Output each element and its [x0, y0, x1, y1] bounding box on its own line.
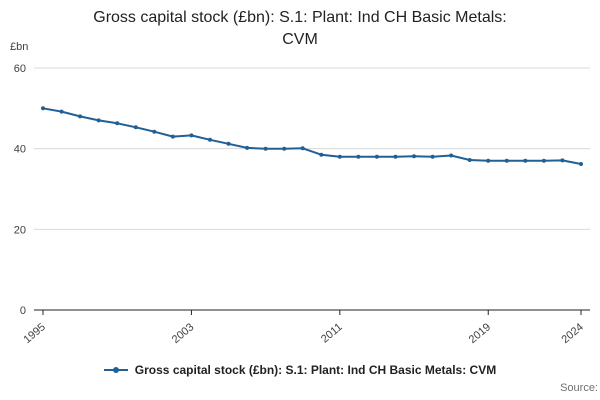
data-point-marker [189, 133, 194, 138]
data-point-marker [78, 114, 83, 119]
data-point-marker [300, 146, 305, 151]
data-point-marker [579, 162, 583, 166]
data-point-marker [337, 154, 342, 159]
data-point-marker [263, 146, 268, 151]
legend-line-marker-icon [103, 365, 128, 375]
data-point-marker [467, 158, 472, 162]
data-point-marker [412, 154, 416, 159]
data-point-marker [59, 109, 64, 114]
source-label: Source: [560, 382, 598, 394]
data-point-marker [356, 154, 361, 159]
data-point-marker [560, 158, 565, 163]
data-point-marker [133, 125, 138, 130]
data-point-marker [115, 121, 120, 126]
legend-label: Gross capital stock (£bn): S.1: Plant: I… [134, 363, 497, 377]
x-tick-label: 2003 [170, 321, 196, 346]
y-tick-label: 60 [14, 63, 26, 75]
data-point-marker [245, 145, 250, 150]
data-point-marker [282, 146, 287, 151]
data-point-marker [393, 154, 398, 159]
data-point-marker [152, 129, 157, 134]
y-tick-label: 20 [14, 224, 26, 236]
data-point-marker [319, 152, 324, 157]
x-tick-label: 2019 [467, 321, 493, 346]
data-point-marker [208, 137, 212, 142]
x-tick-label: 2011 [319, 321, 345, 345]
data-point-marker [374, 154, 379, 159]
x-tick-label: 2024 [559, 321, 585, 346]
data-point-marker [449, 153, 454, 158]
data-point-marker [486, 158, 491, 163]
data-line [42, 107, 582, 165]
data-point-marker [226, 141, 231, 146]
data-point-marker [541, 158, 546, 163]
legend: Gross capital stock (£bn): S.1: Plant: I… [0, 363, 600, 377]
data-point-marker [170, 134, 175, 139]
data-point-marker [523, 158, 528, 163]
data-point-marker [41, 106, 45, 111]
data-point-marker [430, 154, 435, 159]
chart-title: Gross capital stock (£bn): S.1: Plant: I… [93, 9, 507, 48]
data-point-marker [504, 158, 509, 163]
data-point-marker [96, 118, 101, 123]
x-tick-label: 1995 [21, 321, 47, 346]
y-tick-label: 0 [20, 305, 26, 317]
y-tick-label: 40 [14, 144, 26, 156]
y-axis-unit-label: £bn [10, 41, 29, 53]
